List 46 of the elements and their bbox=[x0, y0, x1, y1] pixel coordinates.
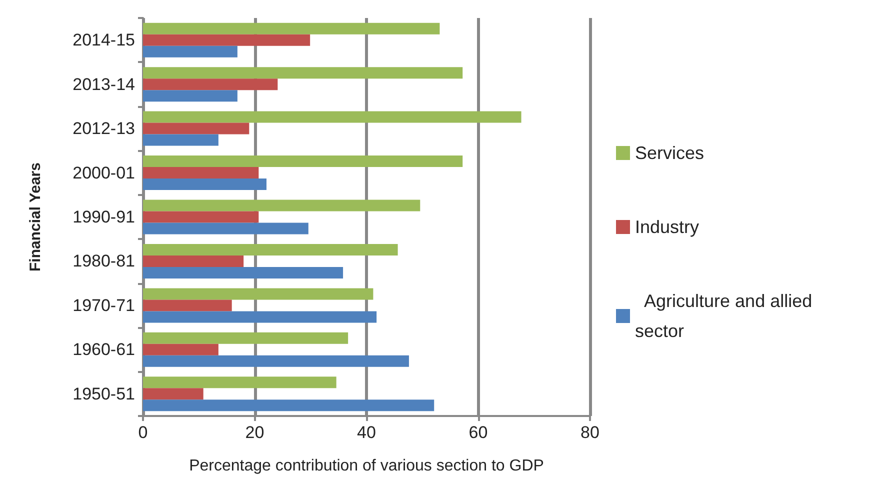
y-tick-label: 1970-71 bbox=[72, 296, 135, 315]
bar bbox=[143, 311, 377, 323]
y-tick-label: 2012-13 bbox=[72, 119, 135, 138]
y-tick-label: 1960-61 bbox=[72, 340, 135, 360]
bar bbox=[143, 78, 278, 90]
x-tick-label: 40 bbox=[357, 423, 376, 442]
bar bbox=[143, 34, 310, 46]
bar bbox=[143, 134, 218, 146]
bar bbox=[143, 266, 344, 278]
x-axis-title: Percentage contribution of various section to GDP bbox=[189, 458, 544, 474]
bar bbox=[143, 344, 218, 356]
y-tick-label: 2014-15 bbox=[72, 30, 135, 50]
y-axis-title: Financial Years bbox=[27, 162, 44, 272]
legend-label: Industry bbox=[635, 217, 700, 237]
bar bbox=[143, 244, 398, 256]
bar bbox=[143, 332, 348, 344]
bar bbox=[143, 156, 463, 168]
y-tick-label: 2013-14 bbox=[72, 74, 135, 94]
x-tick-label: 0 bbox=[138, 423, 148, 442]
bar bbox=[143, 122, 250, 134]
bar bbox=[143, 255, 244, 267]
bar bbox=[143, 211, 259, 223]
bar bbox=[143, 288, 374, 300]
bar bbox=[143, 67, 463, 79]
bar bbox=[143, 200, 420, 212]
bar bbox=[143, 167, 259, 179]
bar bbox=[143, 400, 434, 412]
y-tick-label: 1990-91 bbox=[72, 208, 135, 226]
x-tick-label: 60 bbox=[468, 423, 488, 442]
y-tick-label: 2000-01 bbox=[72, 163, 135, 182]
bar bbox=[143, 222, 308, 234]
legend-label: Services bbox=[635, 143, 704, 163]
bar bbox=[143, 46, 238, 58]
y-tick-label: 1980-81 bbox=[72, 252, 135, 271]
bar bbox=[143, 178, 266, 190]
bar bbox=[143, 300, 232, 312]
bar bbox=[143, 22, 440, 34]
bar bbox=[143, 376, 336, 388]
bar bbox=[143, 90, 238, 102]
legend-label: Agriculture and allied sector bbox=[635, 291, 818, 341]
x-tick-label: 80 bbox=[580, 423, 600, 442]
bar bbox=[143, 111, 522, 123]
bar bbox=[143, 388, 204, 400]
bar bbox=[143, 355, 409, 367]
y-tick-label: 1950-51 bbox=[72, 384, 135, 404]
x-tick-label: 20 bbox=[245, 423, 264, 442]
